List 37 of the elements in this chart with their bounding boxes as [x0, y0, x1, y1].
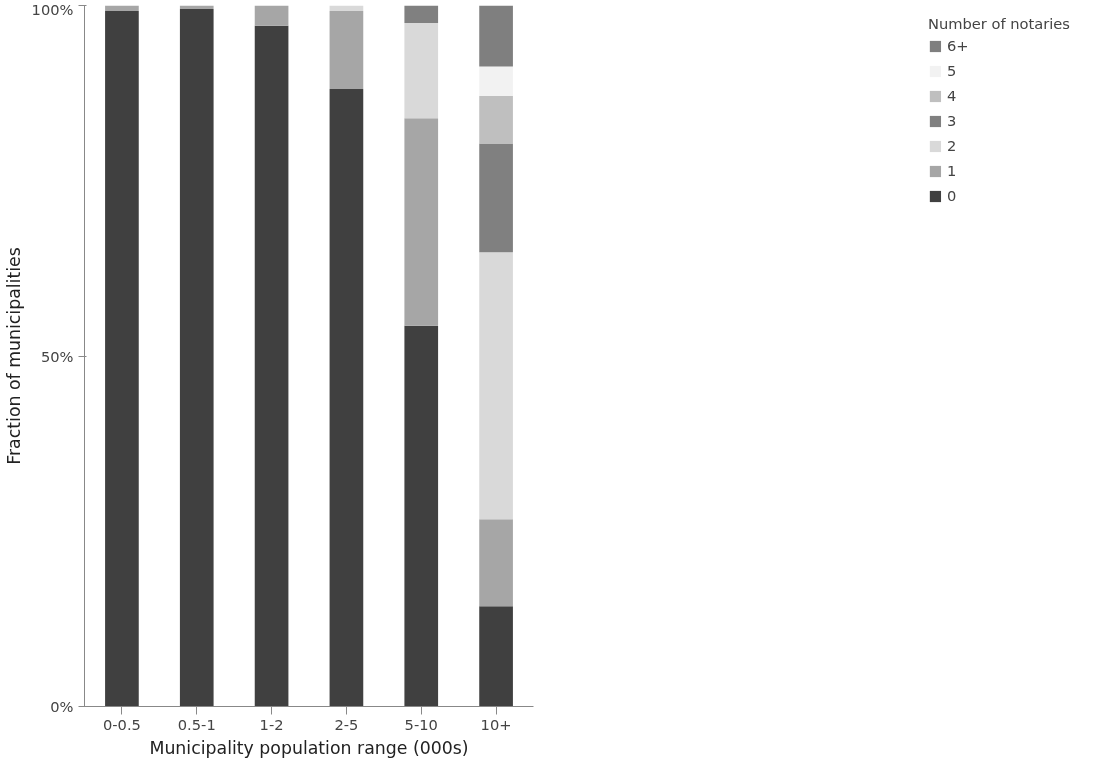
- x-tick-label: 0-0.5: [102, 715, 141, 733]
- legend-label: 3: [946, 112, 958, 129]
- bar: [105, 5, 139, 12]
- bar: [404, 23, 439, 119]
- bar: [479, 5, 513, 67]
- bar: [479, 519, 513, 607]
- bar: [105, 11, 139, 707]
- bar: [254, 5, 289, 26]
- bar: [329, 88, 364, 707]
- bar: [329, 11, 364, 89]
- x-tick-label: 10+: [480, 715, 512, 733]
- y-tick-label: 0%: [50, 698, 74, 715]
- x-tick-label: 2-5: [334, 715, 359, 733]
- legend-label: 6+: [946, 37, 969, 54]
- bar: [479, 143, 513, 253]
- legend-label: 2: [946, 137, 958, 154]
- legend-label: 1: [946, 162, 958, 179]
- bar: [479, 252, 513, 520]
- x-tick-label: 0.5-1: [177, 715, 216, 733]
- y-tick-label: 100%: [31, 0, 74, 18]
- x-tick-label: 5-10: [404, 715, 438, 733]
- bar: [479, 95, 513, 144]
- bar: [254, 25, 289, 707]
- legend-title: Number of notaries: [927, 15, 1070, 32]
- x-tick-label: 1-2: [259, 715, 284, 733]
- y-tick-label: 50%: [40, 347, 74, 365]
- legend-label: 0: [946, 187, 958, 204]
- bar: [404, 5, 439, 24]
- bar: [404, 325, 439, 707]
- y-axis-title: Fraction of municipalities: [3, 247, 24, 465]
- legend-label: 4: [946, 87, 958, 104]
- bar: [179, 9, 214, 707]
- x-axis-title: Municipality population range (000s): [149, 737, 469, 758]
- bar: [479, 606, 513, 707]
- bar: [479, 66, 513, 96]
- bar: [404, 118, 439, 326]
- legend-label: 5: [946, 62, 958, 79]
